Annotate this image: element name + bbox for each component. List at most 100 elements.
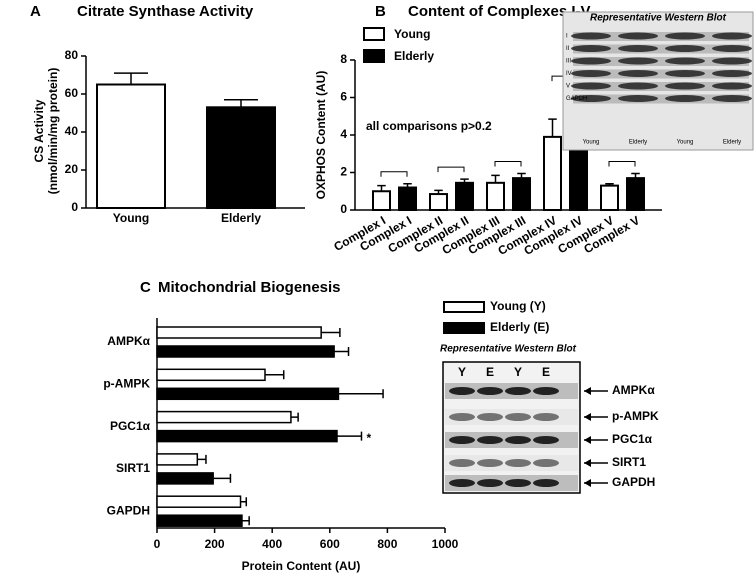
blot-band	[571, 32, 611, 40]
blot-lane	[573, 82, 749, 91]
error-bar	[338, 389, 384, 399]
bar	[96, 83, 166, 209]
blot-band	[533, 387, 559, 395]
blot-band	[533, 459, 559, 467]
blot-column-label: Y	[458, 365, 466, 379]
legend-label: Young	[394, 27, 430, 41]
blot-band	[571, 45, 611, 52]
x-tick-label: Young	[113, 211, 149, 225]
blot-lane	[573, 69, 749, 79]
blot-lane	[573, 57, 749, 66]
blot-band	[505, 413, 531, 421]
blot-band	[477, 387, 503, 395]
bracket	[608, 160, 636, 167]
error-bar	[460, 178, 469, 183]
bar	[156, 345, 335, 358]
x-axis-label: Protein Content (AU)	[242, 559, 361, 573]
y-axis-label: OXPHOS Content (AU)	[314, 71, 328, 200]
y-axis-label: (nmol/min/mg protein)	[46, 68, 60, 195]
y-tick-label: 0	[340, 202, 347, 216]
y-tick-label: 8	[340, 52, 347, 66]
blot-row-label: II	[566, 46, 570, 52]
x-tick-label: 600	[320, 537, 340, 551]
error-bar	[434, 189, 443, 195]
bar	[455, 181, 474, 211]
blot-row-label: p-AMPK	[612, 409, 659, 423]
blot-band	[449, 436, 475, 444]
bar	[543, 135, 562, 211]
blot-band	[449, 459, 475, 467]
x-tick-label: 200	[205, 537, 225, 551]
bar	[156, 472, 214, 485]
bracket	[494, 160, 522, 167]
arrowhead	[584, 459, 591, 467]
blot-band	[665, 32, 705, 40]
blot-band	[505, 387, 531, 395]
arrowhead	[584, 479, 591, 487]
bar	[156, 429, 338, 443]
error-bar	[517, 172, 526, 179]
blot-band	[712, 45, 752, 52]
blot-column-label: Y	[514, 365, 522, 379]
legend-label: Elderly	[394, 49, 434, 63]
blot-band	[618, 57, 658, 65]
annotation: all comparisons p>0.2	[366, 119, 492, 133]
error-bar	[377, 184, 386, 192]
arrowhead	[584, 436, 591, 444]
blot-column-label: E	[486, 365, 494, 379]
x-tick-label: 400	[262, 537, 282, 551]
y-tick-label: SIRT1	[116, 461, 150, 475]
blot-band	[712, 82, 752, 90]
blot-band	[618, 70, 658, 77]
error-bar	[403, 183, 412, 188]
y-tick-label: 2	[340, 165, 347, 179]
panel-letter: B	[375, 3, 386, 20]
error-bar	[605, 183, 614, 186]
blot-column-label: Elderly	[629, 140, 647, 146]
bar	[600, 184, 619, 211]
y-tick-label: 6	[340, 90, 347, 104]
y-tick-label: p-AMPK	[103, 376, 150, 390]
arrowhead	[584, 413, 591, 421]
error-bar	[224, 98, 258, 108]
blot-band	[533, 413, 559, 421]
bar	[486, 181, 505, 211]
blot-band	[712, 32, 752, 40]
blot-band	[533, 436, 559, 444]
blot-title: Representative Western Blot	[590, 13, 727, 24]
y-tick-label: PGC1α	[110, 419, 151, 433]
bar	[156, 410, 292, 424]
chart-title: Content of Complexes I-V	[408, 3, 591, 20]
bar	[156, 495, 242, 508]
blot-band	[712, 70, 752, 77]
panel-letter: C	[140, 279, 151, 296]
legend-swatch	[363, 27, 385, 41]
bar	[206, 106, 276, 209]
blot-row-label: V	[566, 84, 570, 90]
x-tick-label: Elderly	[221, 211, 261, 225]
chart-title: Citrate Synthase Activity	[77, 3, 254, 20]
blot-band	[618, 32, 658, 40]
y-tick-label: 60	[65, 86, 79, 100]
error-bar	[213, 473, 232, 483]
blot-band	[449, 479, 475, 487]
error-bar	[491, 174, 500, 183]
blot-row-label: GAPDH	[566, 96, 587, 102]
y-tick-label: 0	[71, 200, 78, 214]
bar	[156, 387, 340, 401]
blot-band	[571, 70, 611, 77]
y-axis-label: CS Activity	[32, 99, 46, 162]
error-bar	[337, 431, 363, 441]
blot-band	[665, 57, 705, 65]
blot-band	[477, 459, 503, 467]
legend-swatch	[443, 301, 485, 313]
x-tick-label: 0	[154, 537, 161, 551]
error-bar	[114, 72, 148, 85]
error-bar	[321, 328, 341, 337]
legend-swatch	[443, 322, 485, 334]
blot-row-label: IV	[566, 71, 572, 77]
blot-band	[449, 387, 475, 395]
legend-label: Young (Y)	[490, 299, 546, 313]
blot-band	[477, 413, 503, 421]
blot-band	[665, 82, 705, 90]
